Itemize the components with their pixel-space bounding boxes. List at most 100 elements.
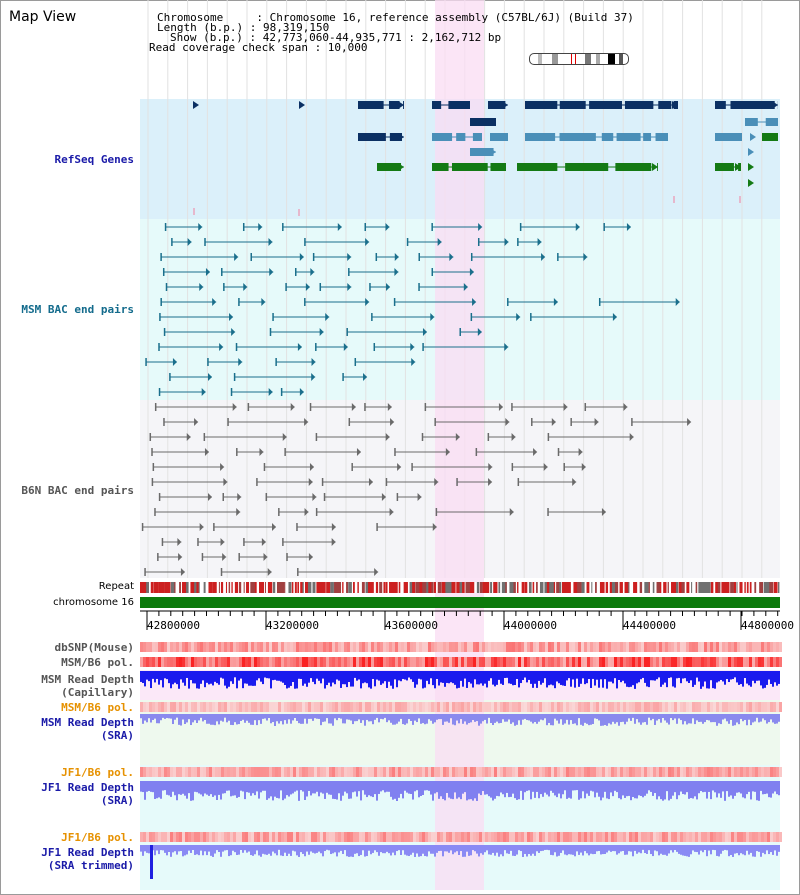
read-depth-bar — [616, 781, 618, 793]
polymorphism-cell — [362, 657, 365, 667]
read-depth-bar — [150, 714, 152, 723]
polymorphism-cell — [158, 657, 161, 667]
polymorphism-cell — [683, 767, 686, 777]
read-depth-bar — [700, 781, 702, 792]
track-label-msm-pol[interactable]: MSM/B6 pol. — [61, 656, 134, 669]
read-depth-bar — [390, 671, 392, 686]
read-depth-bar — [568, 714, 570, 725]
read-depth-bar — [630, 845, 632, 852]
read-depth-bar — [564, 781, 566, 791]
read-depth-bar — [478, 845, 480, 857]
read-depth-bar — [398, 714, 400, 722]
polymorphism-cell — [572, 657, 575, 667]
polymorphism-cell — [299, 642, 302, 652]
read-depth-bar — [754, 845, 756, 857]
polymorphism-cell — [647, 657, 650, 667]
read-depth-spike — [150, 845, 153, 879]
gene-exon — [525, 133, 556, 141]
polymorphism-cell — [467, 657, 470, 667]
repeat-element — [385, 582, 388, 593]
read-depth-bar — [774, 671, 776, 683]
polymorphism-cell — [371, 702, 374, 712]
read-depth-bar — [368, 845, 370, 851]
polymorphism-cell — [449, 832, 452, 842]
track-label-jf1-pol[interactable]: JF1/B6 pol. — [61, 766, 134, 779]
polymorphism-cell — [413, 657, 416, 667]
gene-strand-arrow — [490, 148, 496, 156]
polymorphism-cell — [713, 832, 716, 842]
polymorphism-cell — [386, 767, 389, 777]
read-depth-bar — [688, 714, 690, 724]
read-depth-bar — [436, 845, 438, 853]
bac-end-arrow — [583, 253, 588, 261]
polymorphism-cell — [464, 767, 467, 777]
read-depth-bar — [688, 671, 690, 683]
read-depth-bar — [514, 781, 516, 799]
polymorphism-cell — [740, 702, 743, 712]
gene-exon — [451, 163, 488, 171]
read-depth-bar — [450, 845, 452, 851]
polymorphism-cell — [656, 702, 659, 712]
read-depth-bar — [276, 781, 278, 798]
polymorphism-cell — [521, 767, 524, 777]
polymorphism-cell — [719, 657, 722, 667]
repeat-element — [234, 582, 239, 593]
read-depth-bar — [140, 781, 142, 792]
bac-end-arrow — [537, 238, 542, 246]
track-label-dbsnp[interactable]: dbSNP(Mouse) — [54, 641, 134, 654]
polymorphism-cell — [347, 702, 350, 712]
polymorphism-cell — [452, 657, 455, 667]
read-depth-bar — [344, 781, 346, 792]
polymorphism-cell — [605, 642, 608, 652]
read-depth-bar — [238, 781, 240, 797]
track-label-refseq[interactable]: RefSeq Genes — [54, 153, 134, 166]
repeat-element — [346, 582, 349, 593]
read-depth-bar — [146, 845, 148, 853]
polymorphism-cell — [266, 642, 269, 652]
chromosome-ideogram[interactable] — [529, 53, 629, 65]
gene-strand-arrow — [502, 133, 508, 141]
polymorphism-cell — [521, 657, 524, 667]
polymorphism-cell — [461, 702, 464, 712]
polymorphism-cell — [248, 702, 251, 712]
polymorphism-cell — [458, 657, 461, 667]
track-label-b6n-bac[interactable]: B6N BAC end pairs — [21, 484, 134, 497]
polymorphism-cell — [407, 642, 410, 652]
polymorphism-cell — [629, 657, 632, 667]
bac-end-arrow — [469, 268, 474, 276]
track-label-msm-bac[interactable]: MSM BAC end pairs — [21, 303, 134, 316]
polymorphism-cell — [677, 702, 680, 712]
polymorphism-cell — [368, 832, 371, 842]
polymorphism-cell — [437, 702, 440, 712]
track-label-msm-pol-2[interactable]: MSM/B6 pol. — [61, 701, 134, 714]
polymorphism-cell — [623, 767, 626, 777]
repeat-element — [565, 582, 570, 593]
polymorphism-cell — [680, 767, 683, 777]
read-depth-bar — [278, 845, 280, 850]
repeat-element — [368, 582, 373, 593]
read-depth-bar — [608, 714, 610, 724]
polymorphism-cell — [662, 767, 665, 777]
read-depth-bar — [160, 845, 162, 851]
read-depth-bar — [232, 845, 234, 851]
track-label-jf1-depth[interactable]: JF1 Read Depth — [41, 781, 134, 794]
read-depth-bar — [566, 781, 568, 799]
track-label-jf1-pol-2[interactable]: JF1/B6 pol. — [61, 831, 134, 844]
read-depth-bar — [642, 781, 644, 798]
repeat-element — [437, 582, 442, 593]
track-label-msm-depth-sra[interactable]: MSM Read Depth — [41, 716, 134, 729]
polymorphism-cell — [257, 767, 260, 777]
bac-end-arrow — [207, 373, 212, 381]
read-depth-bar — [600, 781, 602, 801]
read-depth-bar — [166, 781, 168, 795]
track-label-jf1-trimmed[interactable]: JF1 Read Depth — [41, 846, 134, 859]
track-label-msm-depth-capillary[interactable]: MSM Read Depth — [41, 673, 134, 686]
repeat-element — [419, 582, 424, 593]
read-depth-bar — [482, 781, 484, 792]
read-depth-bar — [742, 845, 744, 855]
polymorphism-cell — [362, 832, 365, 842]
read-depth-bar — [304, 714, 306, 719]
read-depth-bar — [678, 845, 680, 854]
read-depth-bar — [536, 671, 538, 688]
read-depth-bar — [600, 671, 602, 680]
